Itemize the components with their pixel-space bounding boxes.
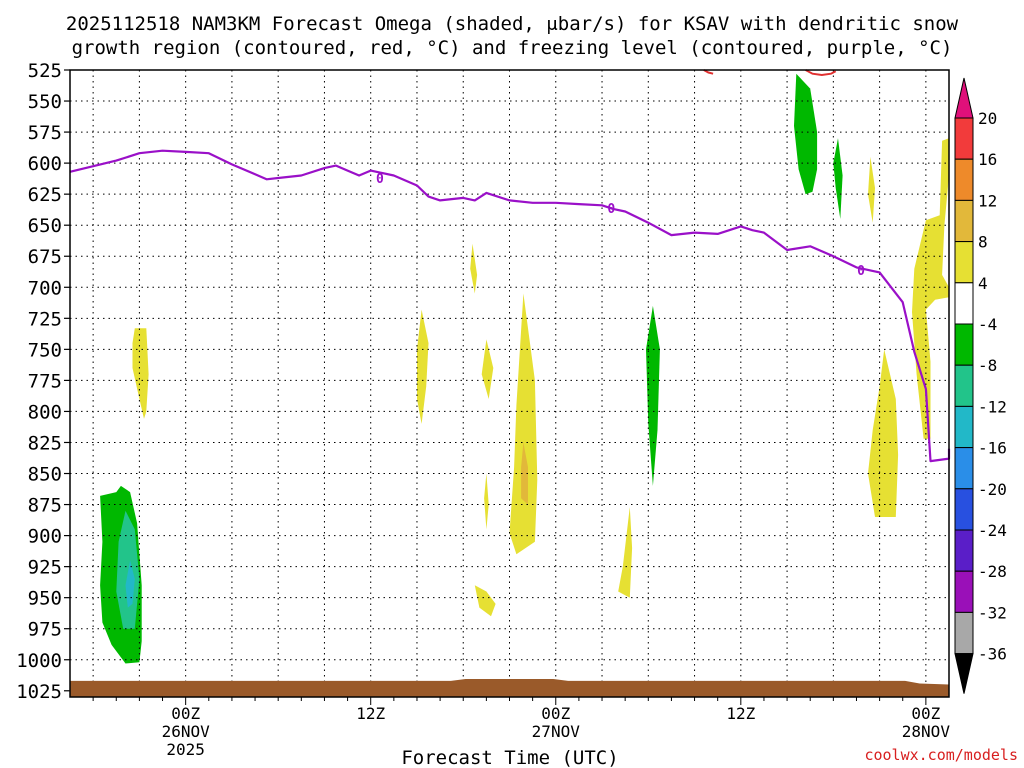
freezing-level-label-1: 0	[607, 202, 615, 217]
colorbar-label--20: -20	[978, 480, 1007, 499]
colorbar-swatch-12	[954, 611, 974, 655]
y-tick-label-1025: 1025	[16, 681, 62, 703]
omega-region-9	[509, 293, 538, 555]
y-tick-label-725: 725	[28, 308, 62, 330]
x-tick-label-32-0: 00Z	[911, 704, 940, 723]
colorbar-swatch-4	[954, 282, 974, 325]
colorbar-label-16: 16	[978, 150, 997, 169]
omega-region-4	[417, 309, 429, 424]
x-tick-label-32-1: 28NOV	[902, 722, 951, 741]
x-tick-label-0-1: 26NOV	[162, 722, 211, 741]
freezing-level-layer: 0 0 0	[69, 69, 951, 463]
freezing-level-label-0: 0	[376, 172, 384, 187]
y-tick-label-550: 550	[28, 91, 62, 113]
colorbar-bottom-triangle	[954, 653, 974, 694]
terrain-layer	[70, 679, 949, 697]
chart-title-line1: 2025112518 NAM3KM Forecast Omega (shaded…	[66, 13, 959, 35]
y-tick-label-1000: 1000	[16, 650, 62, 672]
omega-region-2	[116, 510, 140, 629]
freezing-level-label-2: 0	[857, 264, 865, 279]
x-axis-label: Forecast Time (UTC)	[401, 747, 618, 768]
colorbar-swatch-8	[954, 447, 974, 490]
colorbar-label--12: -12	[978, 397, 1007, 416]
y-tick-label-775: 775	[28, 370, 62, 392]
x-tick-label-0-0: 00Z	[171, 704, 200, 723]
omega-shaded-layer	[100, 72, 949, 664]
y-tick-label-700: 700	[28, 277, 62, 299]
y-tick-label-525: 525	[28, 60, 62, 82]
colorbar-swatch-11	[954, 570, 974, 613]
omega-region-17	[912, 72, 949, 496]
dgz-contour-1	[805, 69, 837, 77]
chart-title-line2: growth region (contoured, red, °C) and f…	[72, 37, 953, 59]
omega-region-7	[484, 473, 489, 530]
colorbar-legend: 20 16 12 8 4 -4 -8 -12 -16 -20 -24 -28 -32 -36	[954, 77, 1007, 694]
omega-region-13	[794, 73, 818, 195]
omega-region-3	[125, 560, 135, 608]
omega-region-14	[833, 138, 843, 219]
dgz-contour-0	[703, 69, 714, 75]
y-tick-label-600: 600	[28, 153, 62, 175]
y-tick-label-650: 650	[28, 215, 62, 237]
colorbar-label-20: 20	[978, 109, 997, 128]
colorbar-swatch-0	[954, 117, 974, 160]
y-axis: 525 550 575 600 625 650 675 700 725 750 775 800 825 8…	[16, 60, 70, 703]
colorbar-label--28: -28	[978, 562, 1007, 581]
freezing-level-line	[69, 149, 951, 463]
colorbar-swatch-10	[954, 529, 974, 572]
y-tick-label-800: 800	[28, 401, 62, 423]
x-tick-label-16-1: 27NOV	[532, 722, 581, 741]
colorbar-label-12: 12	[978, 191, 997, 210]
colorbar-label--8: -8	[978, 356, 997, 375]
y-tick-label-750: 750	[28, 339, 62, 361]
colorbar-label--4: -4	[978, 315, 997, 334]
colorbar-label-8: 8	[978, 233, 988, 252]
y-tick-label-925: 925	[28, 557, 62, 579]
colorbar-swatch-7	[954, 405, 974, 449]
omega-region-8	[474, 585, 496, 617]
colorbar-label--32: -32	[978, 603, 1007, 622]
colorbar-swatch-5	[954, 323, 974, 366]
y-tick-label-625: 625	[28, 184, 62, 206]
watermark: coolwx.com/models	[864, 746, 1018, 764]
omega-region-15	[868, 156, 875, 223]
colorbar-swatch-3	[954, 241, 974, 284]
omega-region-16	[868, 349, 899, 517]
y-tick-label-950: 950	[28, 588, 62, 610]
y-tick-label-875: 875	[28, 495, 62, 517]
omega-region-0	[132, 328, 149, 419]
y-tick-label-900: 900	[28, 526, 62, 548]
y-tick-label-825: 825	[28, 432, 62, 454]
colorbar-swatch-6	[954, 364, 974, 407]
colorbar-swatch-1	[954, 158, 974, 201]
colorbar-swatch-2	[954, 199, 974, 243]
y-tick-label-675: 675	[28, 246, 62, 268]
colorbar-label--36: -36	[978, 645, 1007, 664]
omega-region-6	[481, 339, 494, 399]
y-tick-label-850: 850	[28, 464, 62, 486]
omega-region-10	[521, 442, 528, 505]
x-tick-label-8-0: 12Z	[356, 704, 385, 723]
colorbar-swatch-9	[954, 488, 974, 531]
plot-area: 0 0 0	[69, 69, 951, 698]
colorbar-label-4: 4	[978, 274, 988, 293]
omega-region-11	[618, 507, 633, 598]
terrain-surface	[70, 679, 949, 697]
y-tick-label-575: 575	[28, 122, 62, 144]
y-tick-label-975: 975	[28, 619, 62, 641]
x-tick-label-24-0: 12Z	[726, 704, 755, 723]
omega-region-12	[646, 305, 660, 486]
x-tick-label-16-0: 00Z	[541, 704, 570, 723]
x-tick-label-0-2: 2025	[166, 740, 205, 759]
colorbar-label--16: -16	[978, 439, 1007, 458]
colorbar-label--24: -24	[978, 521, 1007, 540]
